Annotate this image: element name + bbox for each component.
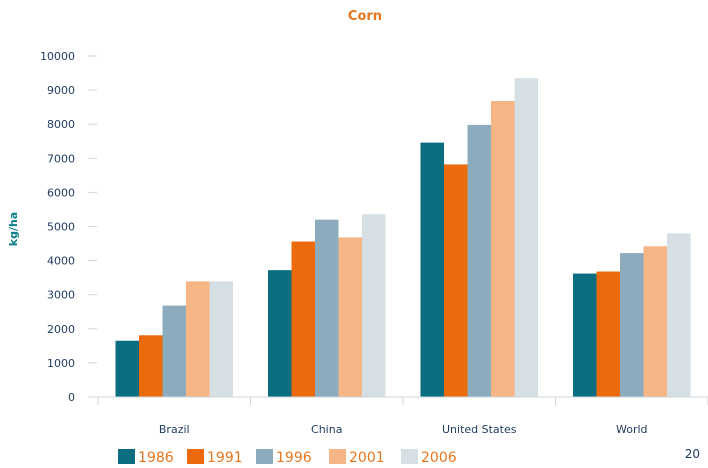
y-tick-label: 5000 [47, 221, 75, 234]
legend-label: 1986 [138, 450, 174, 466]
bar-1986 [573, 273, 597, 397]
bar-2006 [209, 281, 233, 397]
bar-1996 [315, 219, 339, 397]
y-tick-label: 6000 [47, 186, 75, 199]
y-tick-label: 9000 [47, 84, 75, 97]
bar-1996 [467, 124, 491, 397]
y-tick-label: 2000 [47, 323, 75, 336]
bar-1986 [420, 142, 444, 397]
x-category-label: World [616, 423, 648, 436]
y-tick-label: 0 [68, 391, 75, 404]
bar-1991 [139, 335, 163, 397]
bar-2001 [491, 101, 515, 398]
y-axis-label: kg/ha [7, 212, 20, 246]
bar-1996 [620, 253, 644, 397]
legend-label: 1991 [207, 450, 243, 466]
bar-1986 [268, 270, 292, 397]
legend: 1986 1991 1996 2001 2006 [118, 449, 457, 466]
legend-swatch [329, 449, 346, 464]
y-axis-ticks: 0 1000 2000 3000 4000 5000 6000 7000 8000 9000 100… [40, 50, 97, 404]
chart-title: Corn [348, 9, 382, 24]
bar-2006 [667, 233, 691, 397]
y-tick-label: 10000 [40, 50, 75, 63]
bar-1986 [115, 340, 139, 397]
bar-2001 [643, 246, 667, 397]
legend-swatch [187, 449, 204, 464]
x-category-label: United States [442, 423, 517, 436]
page-number: 20 [684, 447, 700, 461]
y-tick-label: 7000 [47, 152, 75, 165]
y-tick-label: 3000 [47, 289, 75, 302]
legend-swatch [118, 449, 135, 464]
bar-2001 [186, 281, 210, 397]
bars-group [115, 78, 691, 398]
legend-label: 2001 [349, 450, 385, 466]
x-category-label: China [311, 423, 342, 436]
bar-1991 [444, 164, 468, 397]
x-category-label: Brazil [159, 423, 190, 436]
legend-swatch [256, 449, 273, 464]
legend-label: 1996 [276, 450, 312, 466]
bar-2001 [338, 237, 362, 397]
bar-1996 [162, 305, 186, 397]
legend-label: 2006 [421, 450, 457, 466]
y-tick-label: 8000 [47, 118, 75, 131]
bar-1991 [291, 241, 315, 397]
x-axis-labels: Brazil China United States World [159, 423, 648, 436]
x-axis-ticks [97, 397, 708, 405]
legend-swatch [401, 449, 418, 464]
bar-1991 [596, 271, 620, 397]
y-tick-label: 4000 [47, 255, 75, 268]
y-tick-label: 1000 [47, 357, 75, 370]
bar-2006 [514, 78, 538, 397]
bar-2006 [362, 214, 386, 397]
